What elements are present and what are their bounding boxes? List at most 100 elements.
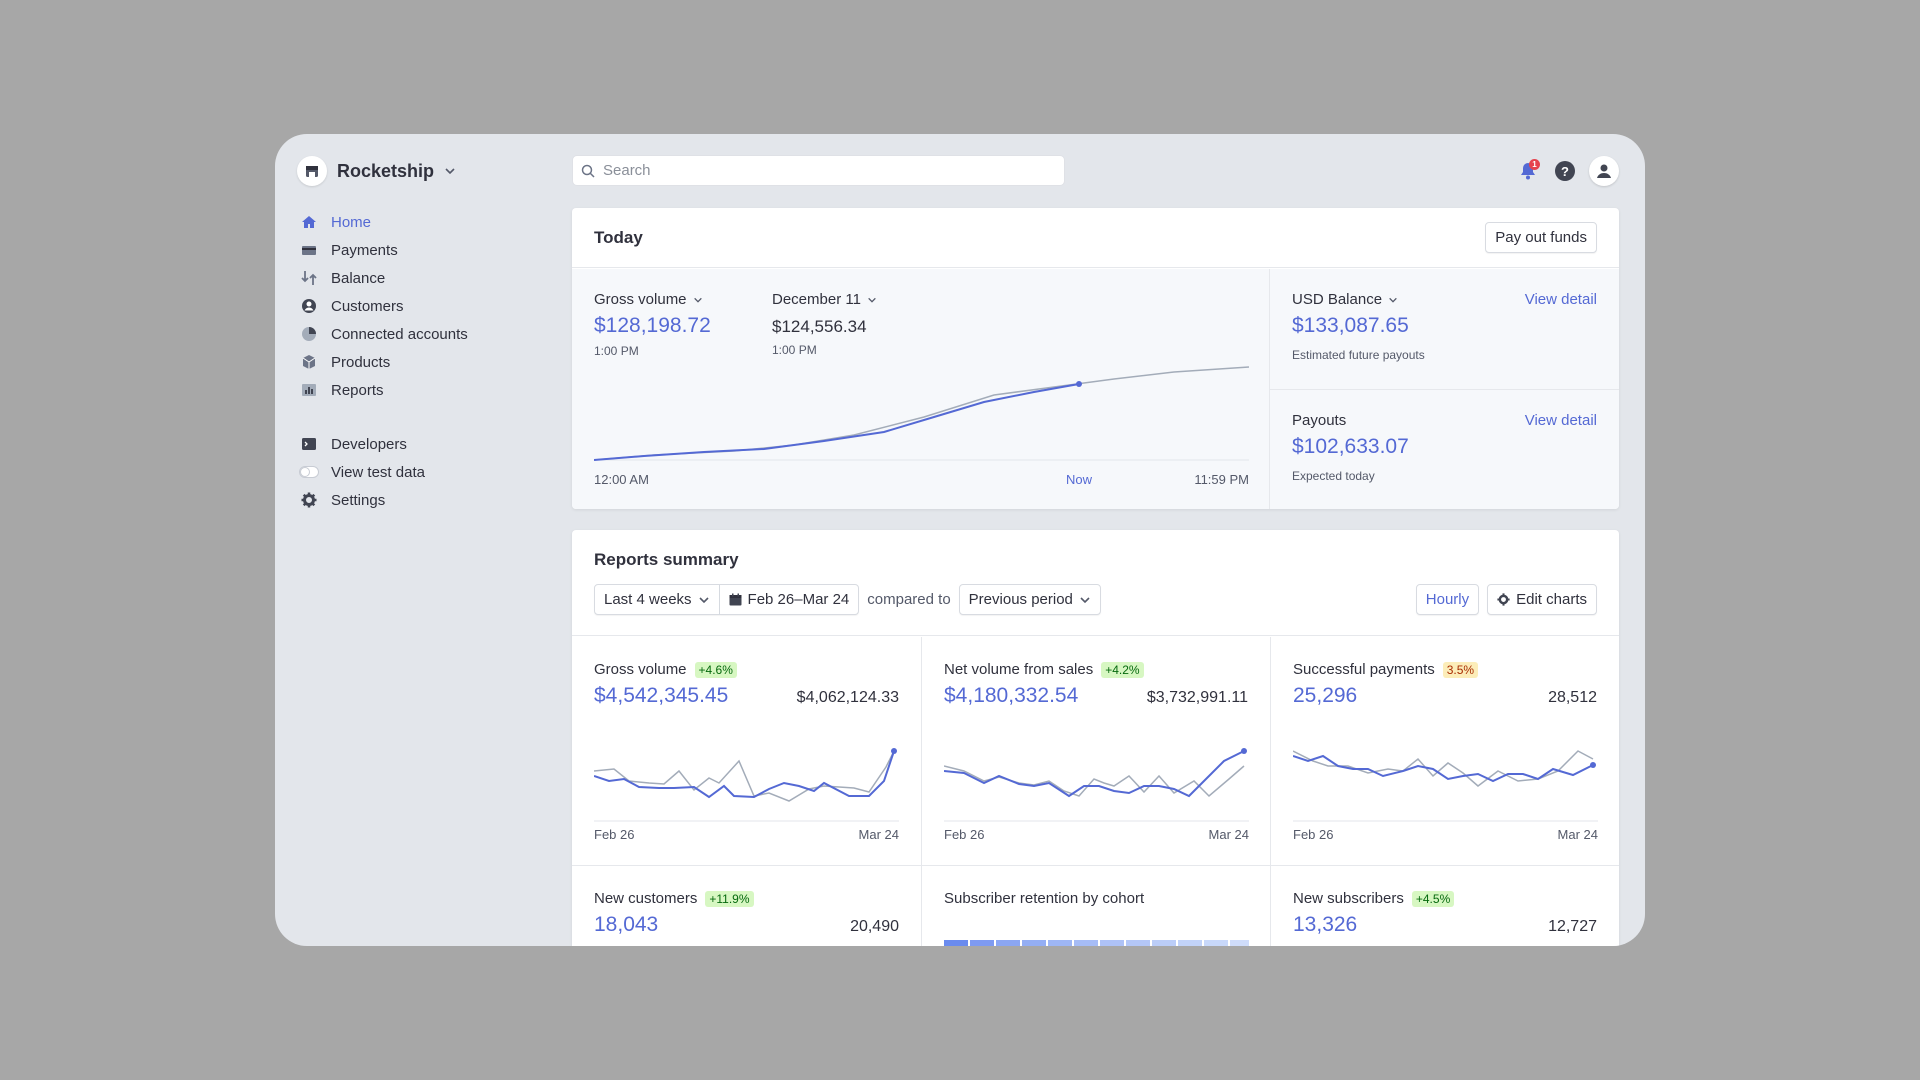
report-previous-value: 12,727 — [1548, 918, 1597, 935]
reports-filters: Last 4 weeks Feb 26–Mar 24 compared to P… — [594, 584, 1597, 615]
gear-icon — [299, 490, 319, 510]
sidebar-item-label: Payments — [331, 241, 398, 259]
gross-volume-label: Gross volume — [594, 291, 687, 308]
report-previous-value: $4,062,124.33 — [796, 689, 899, 706]
payouts-section: Payouts View detail $102,633.07 Expected… — [1270, 389, 1619, 509]
report-new-subscribers[interactable]: New subscribers +4.5% 13,326 12,727 — [1270, 865, 1619, 946]
report-subscriber-retention[interactable]: Subscriber retention by cohort — [921, 865, 1270, 946]
reports-summary-title: Reports summary — [594, 550, 739, 569]
net-volume-sparkline — [944, 748, 1249, 822]
date-range-dropdown[interactable]: Last 4 weeks — [594, 584, 720, 615]
gross-volume-time: 1:00 PM — [594, 344, 639, 358]
chart-end-date: Mar 24 — [1208, 827, 1249, 842]
report-value: $4,542,345.45 — [594, 684, 729, 707]
sidebar-item-products[interactable]: Products — [299, 348, 559, 376]
report-value: 25,296 — [1293, 684, 1358, 707]
chevron-down-icon — [868, 297, 876, 303]
axis-start-label: 12:00 AM — [594, 472, 649, 487]
user-icon — [1597, 164, 1611, 178]
sidebar-item-customers[interactable]: Customers — [299, 292, 559, 320]
sidebar-item-developers[interactable]: Developers — [299, 430, 559, 458]
account-switcher[interactable]: Rocketship — [297, 156, 456, 186]
chart-end-date: Mar 24 — [1557, 827, 1598, 842]
sidebar-item-view-test-data[interactable]: View test data — [299, 458, 559, 486]
sidebar-item-settings[interactable]: Settings — [299, 486, 559, 514]
avatar[interactable] — [1589, 156, 1619, 186]
help-button[interactable]: ? — [1555, 161, 1575, 181]
sidebar-item-connected-accounts[interactable]: Connected accounts — [299, 320, 559, 348]
search-bar[interactable] — [572, 155, 1065, 186]
notification-count: 1 — [1529, 159, 1540, 170]
report-label: Successful payments — [1293, 661, 1435, 678]
calendar-icon — [729, 593, 742, 606]
date-range-value: Feb 26–Mar 24 — [747, 591, 850, 608]
report-previous-value: 28,512 — [1548, 689, 1597, 706]
chevron-down-icon — [1389, 297, 1397, 303]
gross-volume-sparkline — [594, 748, 899, 822]
sidebar: Rocketship Home Payments Balance Custome… — [275, 134, 565, 946]
products-icon — [299, 352, 319, 372]
chevron-down-icon — [693, 297, 702, 303]
account-name: Rocketship — [337, 160, 435, 181]
search-icon — [581, 164, 595, 178]
report-new-customers[interactable]: New customers +11.9% 18,043 20,490 — [572, 865, 921, 946]
report-label: New subscribers — [1293, 890, 1404, 907]
change-badge: +11.9% — [705, 890, 754, 907]
notifications-button[interactable]: 1 — [1515, 158, 1541, 184]
sidebar-item-label: Customers — [331, 297, 404, 315]
change-badge: +4.2% — [1101, 661, 1144, 678]
usd-balance-section: USD Balance View detail $133,087.65 Esti… — [1270, 269, 1619, 389]
date-range-label: Last 4 weeks — [604, 591, 692, 608]
sidebar-item-balance[interactable]: Balance — [299, 264, 559, 292]
connected-accounts-icon — [299, 324, 319, 344]
compared-to-label: compared to — [867, 591, 951, 608]
home-icon — [299, 212, 319, 232]
search-input[interactable] — [603, 162, 1043, 179]
report-net-volume[interactable]: Net volume from sales +4.2% $4,180,332.54… — [921, 637, 1270, 865]
report-label: New customers — [594, 890, 698, 907]
today-title: Today — [594, 227, 643, 247]
usd-balance-selector[interactable]: USD Balance — [1292, 291, 1398, 308]
chart-start-date: Feb 26 — [594, 827, 635, 842]
report-label: Gross volume — [594, 661, 687, 678]
report-gross-volume[interactable]: Gross volume +4.6% $4,542,345.45 $4,062,12… — [572, 637, 921, 865]
payments-icon — [299, 240, 319, 260]
sidebar-item-home[interactable]: Home — [299, 208, 559, 236]
compare-value: $124,556.34 — [772, 317, 867, 336]
today-volume-panel: Gross volume $128,198.72 1:00 PM Decembe… — [572, 269, 1269, 509]
date-picker-button[interactable]: Feb 26–Mar 24 — [719, 584, 860, 615]
usd-balance-view-detail-link[interactable]: View detail — [1524, 291, 1597, 308]
compare-date-label: December 11 — [772, 291, 861, 308]
report-value: $4,180,332.54 — [944, 684, 1079, 707]
compare-date-selector[interactable]: December 11 — [772, 291, 877, 308]
edit-charts-button[interactable]: Edit charts — [1487, 584, 1597, 615]
sidebar-item-label: Reports — [331, 381, 384, 399]
comparison-period-dropdown[interactable]: Previous period — [958, 584, 1101, 615]
gear-icon — [1497, 593, 1510, 606]
report-label: Net volume from sales — [944, 661, 1094, 678]
sidebar-item-payments[interactable]: Payments — [299, 236, 559, 264]
payouts-view-detail-link[interactable]: View detail — [1524, 412, 1597, 429]
interval-button[interactable]: Hourly — [1415, 584, 1480, 615]
report-successful-payments[interactable]: Successful payments 3.5% 25,296 28,512 Feb… — [1270, 637, 1619, 865]
chevron-down-icon — [445, 168, 455, 175]
balance-icon — [299, 268, 319, 288]
dashboard-window: Rocketship Home Payments Balance Custome… — [275, 134, 1645, 946]
change-badge: 3.5% — [1442, 661, 1479, 678]
chart-end-date: Mar 24 — [858, 827, 899, 842]
test-data-toggle[interactable] — [299, 462, 319, 482]
successful-payments-sparkline — [1293, 750, 1598, 822]
sidebar-item-label: Developers — [331, 435, 407, 453]
pay-out-funds-button[interactable]: Pay out funds — [1485, 222, 1597, 253]
store-icon — [297, 156, 327, 186]
sidebar-nav: Home Payments Balance Customers Connecte… — [299, 208, 559, 514]
report-previous-value: $3,732,991.11 — [1146, 689, 1248, 706]
sidebar-item-label: Balance — [331, 269, 386, 287]
axis-end-label: 11:59 PM — [1194, 472, 1249, 487]
gross-volume-selector[interactable]: Gross volume — [594, 291, 711, 308]
comparison-period-label: Previous period — [968, 591, 1073, 608]
today-card: Today Pay out funds Gross volume $128,19… — [572, 208, 1619, 509]
payouts-sub: Expected today — [1292, 469, 1375, 483]
sidebar-item-reports[interactable]: Reports — [299, 376, 559, 404]
report-label: Subscriber retention by cohort — [944, 890, 1145, 907]
